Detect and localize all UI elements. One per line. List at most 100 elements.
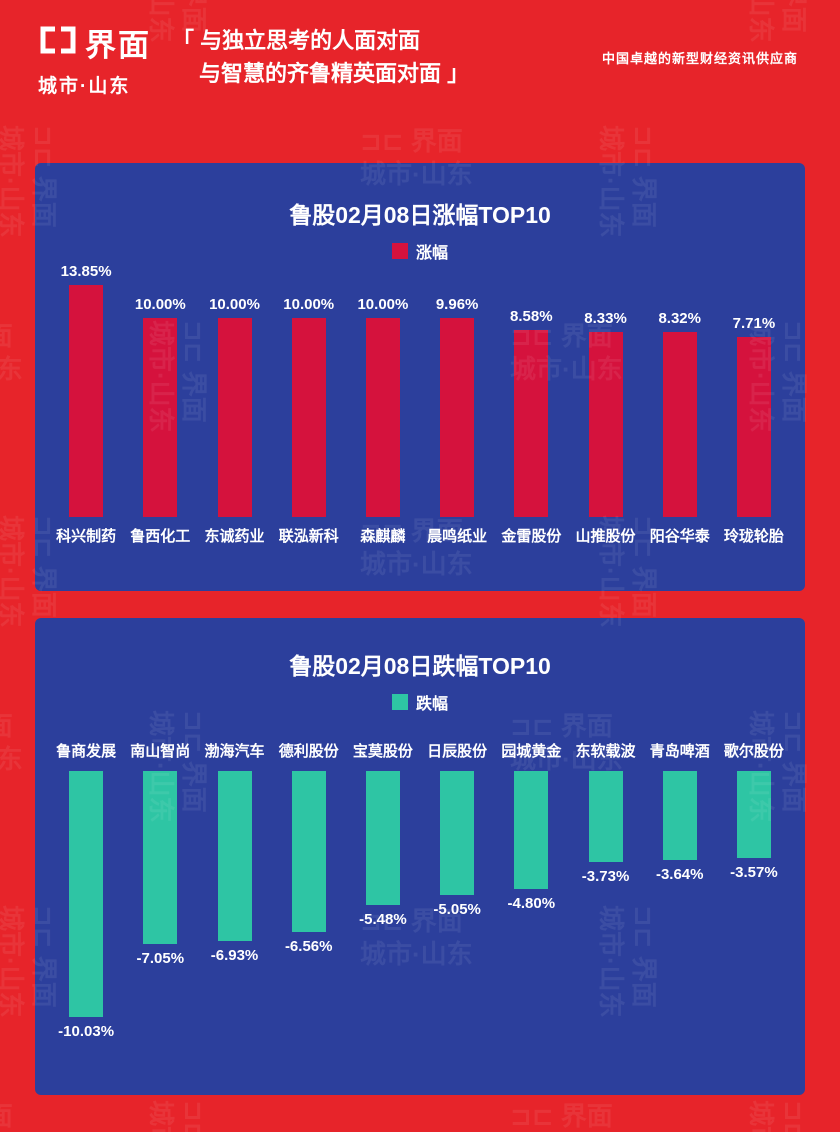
bar-group: -7.05% — [123, 771, 197, 967]
bar — [143, 318, 178, 517]
watermark-sub-text: 城市·山东 — [145, 1100, 178, 1132]
value-label: 10.00% — [357, 296, 409, 313]
category-label: 鲁商发展 — [56, 743, 117, 760]
value-label: -6.93% — [210, 947, 259, 964]
category-label: 东诚药业 — [204, 528, 265, 545]
value-label: -3.64% — [655, 866, 704, 883]
watermark-logo-text: ⊐⊏ 界面 — [778, 1100, 811, 1132]
brand-logo: 界面 城市·山东 — [38, 20, 151, 98]
slogan-line2: 与智慧的齐鲁精英面对面 」 — [199, 61, 470, 86]
slogan: 「 与独立思考的人面对面 与智慧的齐鲁精英面对面 」 — [172, 24, 469, 90]
bar-group: 7.71% — [717, 315, 791, 517]
bar-group: 10.00% — [197, 296, 271, 517]
bar — [217, 771, 252, 941]
bar-group: -3.73% — [568, 771, 642, 885]
gainers-categories: 科兴制药 鲁西化工 东诚药业 联泓新科 森麒麟 晨鸣纸业 金雷股份 山推股份 阳谷华泰 玲珑轮胎 — [49, 525, 791, 546]
bar-group: -3.57% — [717, 771, 791, 881]
brand-region: 城市·山东 — [38, 76, 131, 97]
value-label: 10.00% — [283, 296, 335, 313]
losers-legend-swatch — [391, 693, 408, 710]
value-label: 10.00% — [134, 296, 186, 313]
bar-group: 8.33% — [568, 310, 642, 517]
jiemian-logo-icon — [38, 23, 78, 62]
value-label: 8.33% — [584, 310, 627, 327]
bar — [440, 318, 475, 517]
value-label: 7.71% — [732, 315, 776, 332]
bar — [291, 318, 326, 517]
bar — [736, 337, 771, 517]
category-label: 歌尔股份 — [723, 743, 784, 760]
value-label: -10.03% — [58, 1023, 115, 1040]
category-label: 金雷股份 — [501, 528, 562, 545]
losers-categories: 鲁商发展 南山智尚 渤海汽车 德利股份 宝莫股份 日辰股份 园城黄金 东软载波 青岛啤酒 歌尔股份 — [49, 740, 791, 761]
value-label: -5.05% — [433, 901, 481, 918]
watermark-sub-text: 城市·山东 — [0, 905, 27, 1018]
bar-group: -3.64% — [643, 771, 717, 883]
bar-group: -4.80% — [494, 771, 568, 912]
bar — [365, 318, 400, 517]
category-label: 渤海汽车 — [204, 743, 265, 760]
bar — [662, 332, 697, 517]
watermark-logo-text: ⊐⊏ 界面 — [0, 1100, 23, 1132]
slogan-line1: 「 与独立思考的人面对面 — [172, 28, 421, 53]
bar — [588, 771, 623, 862]
losers-panel: 鲁股02月08日跌幅TOP10 跌幅 鲁商发展 南山智尚 渤海汽车 德利股份 宝莫股份日… — [35, 618, 805, 1095]
bar — [143, 771, 178, 944]
bar-group: 10.00% — [123, 296, 197, 517]
category-label: 宝莫股份 — [352, 743, 413, 760]
value-label: 8.58% — [510, 308, 553, 325]
bar-group: 8.58% — [494, 308, 568, 517]
watermark-sub-text: 城市·山东 — [0, 515, 27, 628]
bar — [588, 332, 623, 517]
tagline: 中国卓越的新型财经资讯供应商 — [601, 51, 798, 66]
category-label: 山推股份 — [575, 528, 636, 545]
category-label: 科兴制药 — [56, 528, 117, 545]
category-label: 青岛啤酒 — [649, 743, 710, 760]
gainers-title: 鲁股02月08日涨幅TOP10 — [289, 202, 551, 228]
bar — [514, 771, 549, 889]
bar-group: 10.00% — [272, 296, 346, 517]
watermark-logo-text: ⊐⊏ 界面 — [510, 1101, 613, 1131]
watermark-logo-text: ⊐⊏ 界面 — [178, 1100, 211, 1132]
bar-group: -5.05% — [420, 771, 494, 918]
value-label: 9.96% — [435, 296, 479, 313]
value-label: -5.48% — [359, 911, 407, 928]
gainers-bars: 13.85% 10.00% 10.00% 10.00% 10.00% 9.96% 8.58%… — [49, 259, 791, 517]
bar-group: -6.56% — [272, 771, 346, 955]
losers-legend-label: 跌幅 — [415, 695, 448, 713]
watermark-logo-text: ⊐⊏ 界面 — [0, 320, 23, 353]
category-label: 晨鸣纸业 — [427, 528, 488, 545]
watermark-sub-text: 城市·山东 — [745, 1100, 778, 1132]
header: 界面 城市·山东 「 与独立思考的人面对面 与智慧的齐鲁精英面对面 」 中国卓越… — [0, 0, 840, 135]
gainers-legend-swatch — [391, 242, 408, 259]
bar — [365, 771, 400, 905]
gainers-panel: 鲁股02月08日涨幅TOP10 涨幅 13.85% 10.00% 10.00% 10.… — [35, 163, 805, 591]
value-label: -3.73% — [581, 868, 630, 885]
value-label: 10.00% — [209, 296, 260, 313]
bar — [69, 285, 104, 517]
category-label: 园城黄金 — [501, 743, 562, 760]
bar — [69, 771, 104, 1017]
value-label: -3.57% — [730, 864, 778, 881]
losers-legend: 跌幅 — [35, 693, 805, 713]
losers-title: 鲁股02月08日跌幅TOP10 — [289, 653, 551, 679]
value-label: 13.85% — [60, 263, 112, 280]
bar-group: -5.48% — [346, 771, 420, 928]
category-label: 东软载波 — [575, 743, 636, 760]
bar-group: 13.85% — [49, 263, 123, 517]
bar — [514, 330, 549, 517]
value-label: 8.32% — [658, 310, 701, 327]
category-label: 鲁西化工 — [130, 528, 191, 545]
category-label: 南山智尚 — [130, 743, 191, 760]
gainers-legend: 涨幅 — [35, 242, 805, 262]
bar — [217, 318, 252, 517]
bar-group: 9.96% — [420, 296, 494, 517]
bar — [291, 771, 326, 932]
